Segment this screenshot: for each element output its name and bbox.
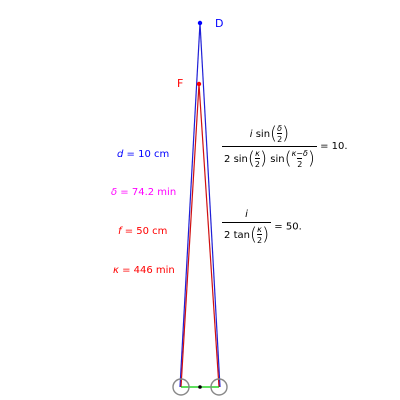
param-d-value: = 10 cm: [123, 149, 170, 160]
f1-num-prefix: i: [249, 129, 253, 140]
param-kappa-symbol: κ: [113, 265, 119, 276]
line-F-left: [180, 83, 200, 388]
formula-distance: i sin(δ 2) 2 sin(κ 2) sin(κ−δ 2) = 10.: [222, 124, 348, 169]
param-kappa-value: = 446 min: [118, 265, 175, 276]
formula-focal: i 2 tan(κ 2) = 50.: [222, 209, 302, 245]
point-F[interactable]: [196, 81, 202, 87]
f2-den-fn: tan: [233, 230, 250, 241]
f1-den-arg1-top: κ: [255, 149, 260, 158]
f1-den-coef: 2: [224, 154, 231, 165]
f1-den-arg1-bottom: 2: [254, 158, 261, 169]
f1-den-arg2-top: κ−δ: [291, 149, 308, 158]
point-D-label: D: [215, 17, 223, 30]
f1-den-fn1: sin: [233, 154, 248, 165]
f1-num-fn: sin: [255, 129, 271, 140]
param-f-symbol: f: [118, 226, 122, 237]
param-d-symbol: d: [117, 149, 124, 160]
right-circle[interactable]: [210, 378, 228, 396]
point-D[interactable]: [197, 20, 203, 26]
f1-num-arg-bottom: 2: [277, 133, 283, 144]
f2-den-arg-top: κ: [257, 225, 262, 234]
param-delta-value: = 74.2 min: [117, 187, 177, 198]
f1-den-arg2-bottom: 2: [297, 158, 303, 169]
f2-den-arg-bottom: 2: [256, 234, 263, 245]
left-circle[interactable]: [172, 378, 190, 396]
param-f-value: = 50 cm: [121, 226, 168, 237]
f2-num: i: [245, 209, 248, 220]
formula-focal-fraction: i 2 tan(κ 2): [222, 209, 272, 245]
param-delta: δ = 74.2 min: [111, 187, 176, 198]
line-D-left: [179, 22, 201, 388]
f1-result: = 10.: [320, 141, 348, 152]
f2-den-coef: 2: [224, 230, 231, 241]
param-kappa: κ = 446 min: [113, 265, 175, 276]
f1-den-fn2: sin: [270, 154, 285, 165]
f2-result: = 50.: [274, 221, 302, 233]
base-center-point: [198, 385, 202, 389]
param-d: d = 10 cm: [117, 149, 169, 160]
param-delta-symbol: δ: [111, 187, 118, 198]
point-F-label: F: [177, 77, 183, 90]
f1-num-arg-top: δ: [277, 124, 283, 133]
line-F-right: [198, 83, 220, 388]
line-D-right: [199, 22, 221, 388]
formula-distance-fraction: i sin(δ 2) 2 sin(κ 2) sin(κ−δ 2): [222, 123, 317, 169]
param-f: f = 50 cm: [118, 226, 167, 237]
